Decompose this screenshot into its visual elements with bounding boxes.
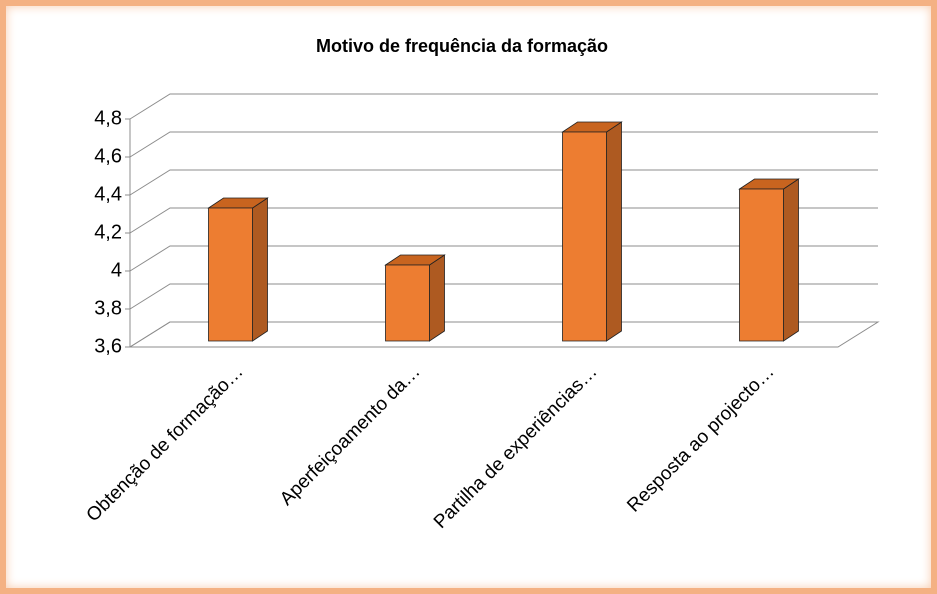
bar bbox=[561, 121, 623, 342]
grid-line bbox=[129, 207, 878, 234]
y-tick-label: 3,6 bbox=[94, 335, 122, 357]
bar bbox=[738, 178, 800, 342]
y-tick-label: 4 bbox=[111, 259, 122, 281]
bar-front bbox=[208, 207, 253, 342]
grid-line bbox=[129, 245, 878, 272]
bar-side bbox=[783, 178, 799, 342]
grid-line bbox=[129, 169, 878, 196]
bar-side bbox=[606, 121, 622, 342]
y-tick-label: 4,6 bbox=[94, 145, 122, 167]
y-tick-label: 4,8 bbox=[94, 107, 122, 129]
y-tick-label: 4,2 bbox=[94, 221, 122, 243]
bar-side bbox=[429, 254, 445, 342]
chart-title: Motivo de frequência da formação bbox=[316, 36, 608, 56]
grid-line bbox=[129, 93, 878, 120]
y-tick-label: 3,8 bbox=[94, 297, 122, 319]
grid-line bbox=[129, 283, 878, 310]
x-tick-label: Resposta ao projecto… bbox=[623, 361, 778, 516]
bar-front bbox=[385, 264, 430, 342]
bar-front bbox=[739, 188, 784, 342]
bar bbox=[207, 197, 269, 342]
bar-front bbox=[562, 131, 607, 342]
x-tick-label: Partilha de experiências… bbox=[430, 361, 602, 533]
bar-side bbox=[252, 197, 268, 342]
x-tick-label: Obtenção de formação… bbox=[83, 361, 248, 526]
grid-line bbox=[129, 131, 878, 158]
bar bbox=[384, 254, 446, 342]
grid-line bbox=[129, 321, 878, 348]
y-tick-label: 4,4 bbox=[94, 183, 122, 205]
x-tick-label: Aperfeiçoamento da… bbox=[276, 361, 425, 510]
